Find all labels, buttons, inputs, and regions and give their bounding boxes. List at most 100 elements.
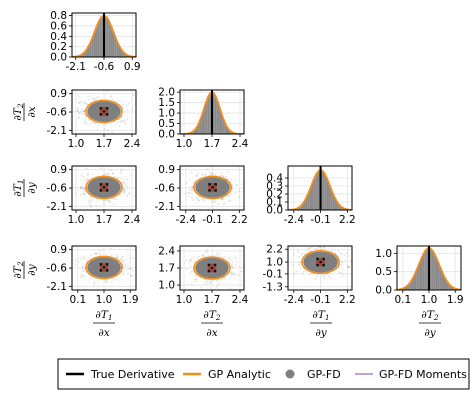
gp-fd-sample	[82, 257, 84, 260]
gp-fd-sample	[104, 198, 107, 201]
gp-fd-sample	[78, 95, 80, 98]
gp-fd-sample	[120, 168, 123, 171]
gp-fd-sample	[125, 184, 127, 187]
ytick-label: -1.3	[263, 281, 284, 293]
gp-fd-sample	[347, 266, 350, 269]
gp-fd-sample	[126, 109, 128, 111]
gp-fd-sample	[197, 173, 199, 175]
gp-fd-sample	[77, 107, 79, 109]
plot-area	[177, 168, 248, 206]
histogram-bar	[426, 248, 429, 290]
gp-fd-sample	[341, 260, 344, 263]
gp-fd-sample	[81, 108, 83, 111]
true-derivative-marker	[102, 189, 106, 192]
gp-fd-sample	[110, 169, 113, 172]
histogram-bar	[118, 47, 122, 57]
legend-frame	[57, 358, 470, 390]
gp-fd-sample	[82, 187, 84, 190]
gp-fd-sample	[121, 181, 124, 184]
histogram-bar	[91, 38, 94, 57]
true-derivative-marker	[102, 107, 106, 110]
ytick-label: 0.0	[158, 129, 175, 141]
gp-fd-sample	[183, 262, 186, 265]
gp-fd-sample	[98, 250, 101, 253]
xtick-label: 2.4	[232, 294, 249, 306]
gp-fd-sample	[82, 270, 84, 272]
gp-fd-sample	[126, 117, 129, 120]
xtick-label: 2.4	[232, 138, 249, 150]
gp-fd-sample	[177, 184, 179, 186]
ytick-label: 2.2	[266, 244, 283, 256]
gp-fd-sample	[79, 257, 82, 260]
gp-fd-sample	[83, 255, 85, 258]
gp-fd-sample	[79, 110, 82, 113]
gp-fd-sample	[81, 188, 84, 191]
gp-fd-sample	[183, 183, 185, 185]
gp-fd-sample	[337, 249, 340, 252]
gp-fd-sample	[107, 173, 109, 176]
true-derivative-marker	[210, 263, 214, 267]
histogram-bar	[214, 95, 217, 134]
gp-fd-sample	[301, 252, 304, 255]
histogram-bar	[209, 92, 212, 134]
xtick-label: 1.0	[176, 294, 193, 306]
gp-fd-sample	[200, 197, 203, 200]
gp-fd-sample	[79, 275, 82, 278]
plot-area	[76, 90, 135, 134]
gp-fd-sample	[204, 250, 207, 253]
gp-fd-sample	[189, 259, 192, 262]
gp-fd-sample	[83, 109, 86, 112]
histogram-bar	[414, 273, 417, 290]
gp-fd-sample	[123, 182, 126, 185]
gp-fd-sample	[315, 247, 317, 250]
xtick-label: 1.0	[176, 138, 193, 150]
svg-text:∂T2: ∂T2	[203, 309, 220, 322]
gp-fd-sample	[198, 199, 201, 202]
gp-fd-sample	[85, 179, 88, 181]
ytick-label: 1.0	[375, 248, 392, 260]
gp-fd-sample	[80, 273, 83, 276]
gp-fd-sample	[192, 199, 195, 202]
gp-fd-sample	[238, 190, 241, 193]
histogram-bar	[86, 47, 90, 57]
gp-fd-sample	[124, 265, 127, 268]
panel-r2-c0: 1.0 1.7 2.4 0.9 -0.6 -2.1	[47, 164, 141, 226]
xtick-label: 2.2	[231, 214, 248, 226]
gp-fd-sample	[100, 167, 103, 170]
gp-fd-sample	[214, 174, 217, 177]
xlabel-col1: ∂T2 ∂x	[201, 309, 223, 339]
histogram-bar	[212, 92, 215, 134]
gp-fd-sample	[213, 172, 216, 175]
gp-fd-sample	[84, 257, 87, 260]
gp-fd-sample	[246, 190, 248, 192]
gp-fd-sample	[187, 195, 190, 198]
gp-fd-sample	[244, 181, 246, 183]
histogram-bar	[337, 203, 340, 210]
histogram-bar	[218, 106, 221, 134]
histogram-bar	[123, 52, 126, 57]
gp-fd-sample	[77, 189, 79, 192]
true-derivative-marker	[99, 186, 103, 189]
gp-fd-sample	[81, 274, 84, 276]
xtick-label: 1.9	[447, 294, 464, 306]
gp-fd-sample	[316, 274, 319, 277]
gp-fd-sample	[77, 112, 80, 115]
gp-fd-sample	[87, 172, 90, 175]
true-derivative-marker	[210, 266, 214, 270]
gp-fd-sample	[90, 95, 92, 97]
true-derivative-marker	[105, 107, 109, 110]
gp-fd-sample	[109, 201, 112, 204]
ylabel-row1: ∂T2 ∂x	[12, 103, 38, 121]
gp-fd-sample	[230, 264, 233, 267]
gp-fd-sample	[106, 200, 109, 203]
gp-fd-sample	[226, 171, 229, 173]
gp-fd-sample	[299, 261, 302, 264]
xtick-label: -0.1	[310, 214, 331, 226]
gp-fd-sample	[205, 282, 208, 285]
gp-fd-sample	[298, 263, 301, 266]
histogram-bar	[424, 250, 427, 290]
gp-fd-sample	[189, 260, 192, 263]
gp-fd-sample	[320, 241, 322, 243]
ytick-label: -2.1	[47, 201, 68, 213]
